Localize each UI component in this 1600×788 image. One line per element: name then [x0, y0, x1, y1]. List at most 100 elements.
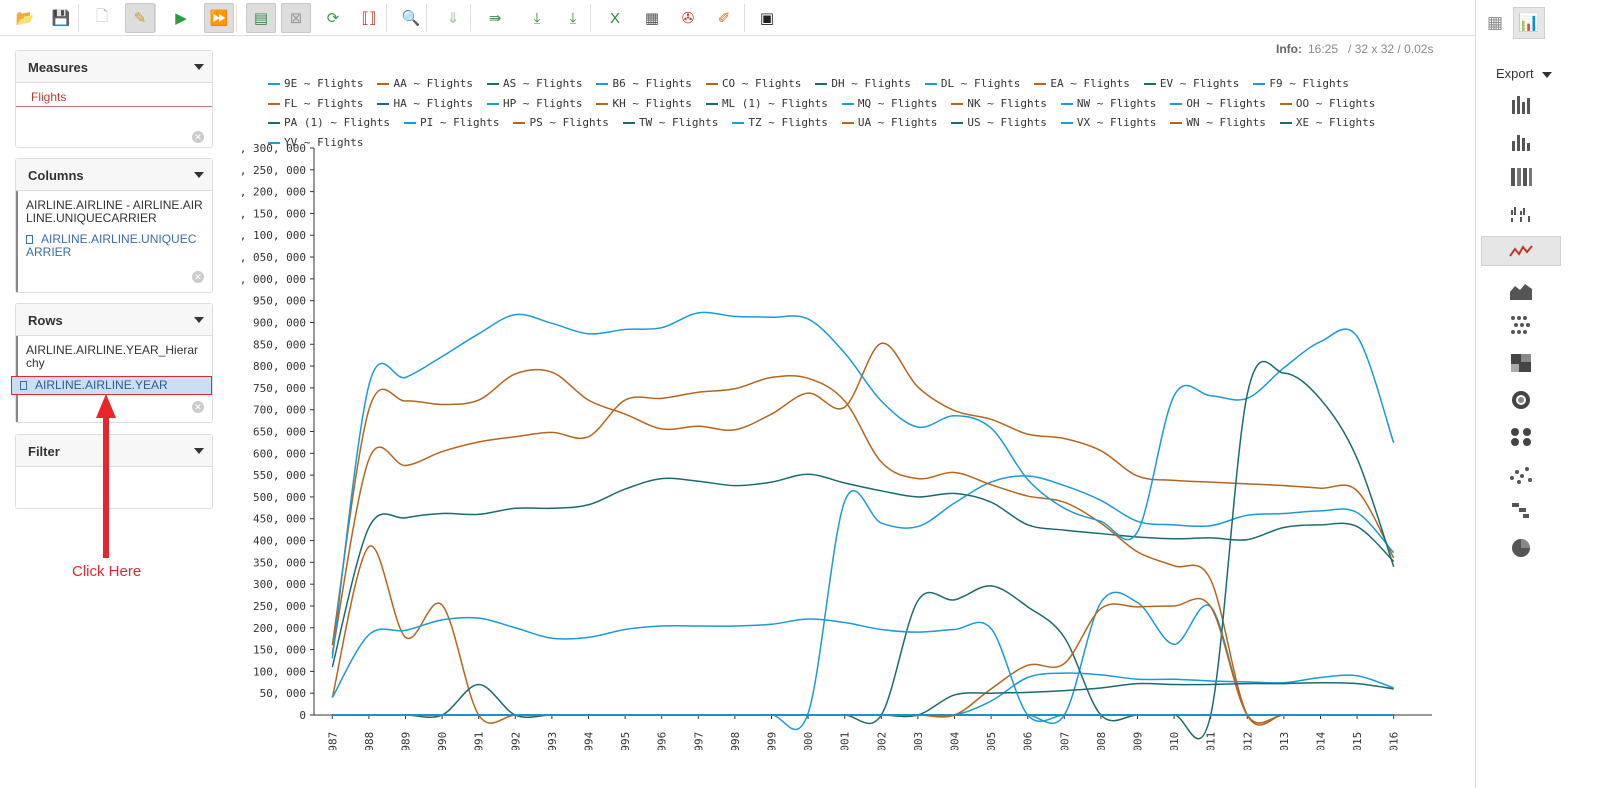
rows-header[interactable]: Rows: [16, 304, 212, 336]
heatgrid-button[interactable]: [1481, 310, 1561, 340]
legend-item[interactable]: EA ~ Flights: [1034, 74, 1130, 94]
column-level-item[interactable]: AIRLINE.AIRLINE.UNIQUECARRIER: [18, 231, 212, 261]
drill-down-button[interactable]: ⇓: [438, 3, 468, 33]
legend-item[interactable]: CO ~ Flights: [705, 74, 801, 94]
legend-item[interactable]: PI ~ Flights: [403, 113, 499, 133]
run-button[interactable]: ▶: [166, 3, 196, 33]
legend-item[interactable]: WN ~ Flights: [1170, 113, 1266, 133]
legend-label: PS ~ Flights: [529, 116, 609, 129]
legend-item[interactable]: YV ~ Flights: [268, 133, 363, 153]
drillthrough-button[interactable]: ⤓: [522, 3, 552, 33]
y-tick-label: 150, 000: [253, 644, 306, 657]
legend-item[interactable]: EV ~ Flights: [1143, 74, 1239, 94]
legend-item[interactable]: KH ~ Flights: [596, 94, 692, 114]
auto-run-button[interactable]: ⏩: [204, 3, 234, 33]
legend-item[interactable]: OH ~ Flights: [1170, 94, 1266, 114]
legend-item[interactable]: VX ~ Flights: [1060, 113, 1156, 133]
measures-header[interactable]: Measures: [16, 51, 212, 83]
drill-across-button[interactable]: ⇛: [480, 3, 510, 33]
legend-label: DH ~ Flights: [831, 77, 911, 90]
toggle-fields-button[interactable]: ▤: [246, 3, 276, 33]
measure-item-flights[interactable]: Flights: [16, 87, 212, 107]
legend-item[interactable]: DL ~ Flights: [924, 74, 1020, 94]
legend-item[interactable]: MQ ~ Flights: [841, 94, 937, 114]
legend-item[interactable]: US ~ Flights: [951, 113, 1047, 133]
line-chart-button[interactable]: [1481, 236, 1561, 266]
x-tick-label: 1995: [619, 732, 632, 750]
legend-item[interactable]: NK ~ Flights: [951, 94, 1047, 114]
non-empty-button[interactable]: ⟦⟧: [354, 3, 384, 33]
chevron-down-icon[interactable]: [194, 448, 204, 454]
chevron-down-icon[interactable]: [194, 172, 204, 178]
x-tick-label: 1999: [766, 732, 779, 750]
export-csv-button[interactable]: ▦: [637, 3, 667, 33]
legend-swatch: [596, 83, 609, 85]
dot-chart-button[interactable]: [1481, 460, 1561, 490]
multiple-sunburst-button[interactable]: [1481, 422, 1561, 452]
clear-icon[interactable]: ✕: [192, 401, 204, 413]
export-png-button[interactable]: ✐: [709, 3, 739, 33]
query-info: Info: 16:25 / 32 x 32 / 0.02s: [1276, 42, 1433, 56]
y-tick-label: 350, 000: [253, 556, 306, 569]
stacked-bar-button[interactable]: [1481, 127, 1561, 157]
legend-swatch: [622, 122, 635, 124]
filter-header[interactable]: Filter: [16, 435, 212, 467]
clear-icon[interactable]: ✕: [192, 131, 204, 143]
open-button[interactable]: 📂: [10, 3, 40, 33]
chevron-down-icon[interactable]: [1541, 71, 1552, 78]
legend-item[interactable]: FL ~ Flights: [268, 94, 363, 114]
table-view-tab[interactable]: ▦: [1479, 7, 1511, 39]
x-tick-label: 2008: [1095, 732, 1108, 750]
export-pdf-button[interactable]: ✇: [673, 3, 703, 33]
pie-chart-button[interactable]: [1481, 533, 1561, 563]
stacked-100-bar-button[interactable]: [1481, 162, 1561, 192]
legend-item[interactable]: XE ~ Flights: [1279, 113, 1375, 133]
legend-item[interactable]: HA ~ Flights: [377, 94, 473, 114]
legend-item[interactable]: PS ~ Flights: [513, 113, 609, 133]
clear-icon[interactable]: ✕: [192, 271, 204, 283]
row-hierarchy-item[interactable]: AIRLINE.AIRLINE.YEAR_Hierarchy: [26, 343, 199, 370]
legend-item[interactable]: HP ~ Flights: [486, 94, 582, 114]
chevron-down-icon[interactable]: [194, 64, 204, 70]
treemap-button[interactable]: [1481, 348, 1561, 378]
legend-item[interactable]: ML (1) ~ Flights: [705, 94, 828, 114]
legend-item[interactable]: UA ~ Flights: [841, 113, 937, 133]
legend-item[interactable]: AS ~ Flights: [486, 74, 582, 94]
series-line: [332, 597, 1394, 724]
hide-parents-button[interactable]: ⊠: [281, 3, 311, 33]
legend-item[interactable]: PA (1) ~ Flights: [268, 113, 390, 133]
sunburst-button[interactable]: [1481, 385, 1561, 415]
multiple-bar-button[interactable]: [1481, 198, 1561, 228]
edit-button[interactable]: ✎: [125, 3, 155, 33]
legend-item[interactable]: F9 ~ Flights: [1253, 74, 1349, 94]
legend-item[interactable]: NW ~ Flights: [1060, 94, 1156, 114]
chevron-down-icon[interactable]: [194, 317, 204, 323]
legend-item[interactable]: AA ~ Flights: [377, 74, 473, 94]
bookmark-icon: [26, 235, 33, 244]
rows-title: Rows: [28, 313, 63, 328]
save-button[interactable]: 💾: [46, 3, 76, 33]
row-level-item-year[interactable]: AIRLINE.AIRLINE.YEAR: [11, 376, 212, 395]
legend-item[interactable]: OO ~ Flights: [1279, 94, 1375, 114]
zoom-button[interactable]: 🔍: [396, 3, 426, 33]
legend-item[interactable]: TW ~ Flights: [622, 113, 718, 133]
export-drillthrough-button[interactable]: ⤓: [558, 3, 588, 33]
columns-header[interactable]: Columns: [16, 159, 212, 191]
present-button[interactable]: ▣: [752, 3, 782, 33]
legend-item[interactable]: DH ~ Flights: [815, 74, 911, 94]
legend-item[interactable]: B6 ~ Flights: [596, 74, 692, 94]
legend-item[interactable]: 9E ~ Flights: [268, 74, 363, 94]
toolbar-separator: [590, 4, 591, 32]
new-button[interactable]: 🗋: [87, 3, 117, 33]
legend-item[interactable]: TZ ~ Flights: [732, 113, 828, 133]
column-hierarchy-item[interactable]: AIRLINE.AIRLINE - AIRLINE.AIRLINE.UNIQUE…: [26, 198, 203, 225]
waterfall-button[interactable]: [1481, 497, 1561, 527]
measures-panel: Measures Flights ✕: [15, 50, 213, 148]
chart-view-tab[interactable]: 📊: [1513, 7, 1545, 39]
refresh-button[interactable]: ⟳: [318, 3, 348, 33]
new-document-icon: 🗋: [95, 7, 109, 25]
bar-chart-button[interactable]: [1481, 90, 1561, 120]
export-dropdown[interactable]: Export: [1496, 66, 1552, 81]
area-chart-button[interactable]: [1481, 276, 1561, 306]
export-xls-button[interactable]: X: [600, 3, 630, 33]
